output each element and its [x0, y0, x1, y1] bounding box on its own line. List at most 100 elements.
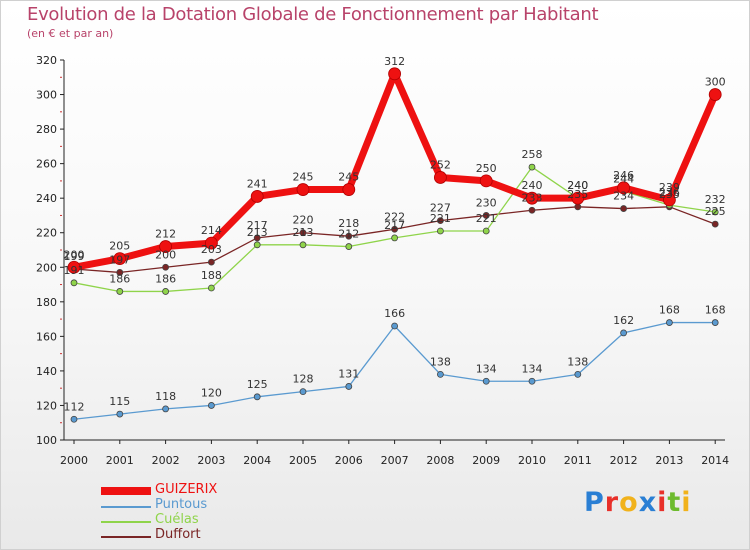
x-tick-label: 2010 — [518, 454, 546, 467]
x-tick-label: 2002 — [152, 454, 180, 467]
data-point — [299, 388, 307, 396]
proxiti-logo: Proxiti — [584, 487, 692, 518]
chart-axes: 100 120 140 160 180 200 220 240 260 280 300 320 2000… — [36, 54, 729, 467]
data-label: 197 — [109, 253, 130, 266]
legend-label: Puntous — [155, 497, 208, 512]
legend-label: GUIZERIX — [155, 482, 218, 497]
data-label: 235 — [567, 188, 588, 201]
x-tick-label: 2013 — [655, 454, 683, 467]
data-label: 162 — [613, 314, 634, 327]
data-label: 112 — [64, 400, 85, 413]
data-point — [436, 370, 444, 378]
y-tick-label: 240 — [36, 192, 57, 205]
data-point — [345, 243, 353, 250]
y-tick-label: 120 — [36, 399, 57, 412]
data-label: 240 — [567, 179, 588, 192]
logo-letter: t — [667, 487, 682, 518]
data-label: 214 — [201, 224, 222, 237]
data-point — [482, 227, 490, 235]
data-label: 250 — [476, 162, 497, 175]
data-label: 227 — [430, 202, 451, 215]
data-point — [67, 260, 81, 274]
data-point — [253, 241, 261, 249]
y-tick-label: 140 — [36, 365, 57, 378]
data-label: 168 — [705, 304, 726, 317]
y-tick-label: 300 — [36, 89, 57, 102]
data-label: 245 — [338, 171, 359, 184]
data-point — [525, 191, 539, 205]
data-label: 131 — [338, 367, 359, 380]
logo-letter: i — [657, 487, 668, 518]
data-point — [663, 193, 676, 207]
data-label: 221 — [476, 212, 497, 225]
data-label: 236 — [659, 186, 680, 199]
data-point — [250, 190, 264, 203]
data-point — [433, 171, 447, 184]
data-labels-layer: 199 197 200 203 217 220 218 222 227 230 233 235 234 2… — [64, 55, 726, 413]
data-label: 225 — [705, 205, 726, 218]
data-label: 134 — [476, 362, 497, 375]
logo-letter: r — [604, 487, 620, 518]
data-label: 128 — [293, 373, 314, 386]
data-label: 115 — [109, 395, 130, 408]
data-label: 232 — [705, 193, 726, 206]
data-point — [70, 279, 78, 287]
x-tick-label: 2004 — [243, 454, 271, 467]
data-label: 234 — [613, 190, 634, 203]
x-tick-label: 2005 — [289, 454, 317, 467]
data-point — [296, 183, 310, 196]
x-tick-label: 2006 — [335, 454, 363, 467]
data-label: 244 — [613, 172, 634, 185]
data-point — [391, 322, 399, 330]
x-tick-label: 2008 — [426, 454, 454, 467]
data-label: 312 — [384, 55, 405, 68]
data-point — [299, 229, 307, 237]
data-label: 213 — [247, 226, 268, 239]
data-point — [116, 269, 124, 276]
y-tick-label: 260 — [36, 158, 57, 171]
data-label: 245 — [293, 171, 314, 184]
data-label: 230 — [476, 196, 497, 209]
data-point — [207, 258, 215, 266]
data-point — [620, 329, 627, 337]
data-label: 138 — [430, 355, 451, 368]
y-tick-label: 100 — [36, 434, 57, 447]
data-point — [299, 241, 307, 249]
y-tick-label: 160 — [36, 330, 57, 343]
data-point — [711, 208, 719, 216]
data-label: 138 — [567, 355, 588, 368]
x-tick-label: 2014 — [701, 454, 729, 467]
data-point — [113, 252, 127, 266]
data-label: 220 — [293, 214, 314, 227]
y-tick-label: 280 — [36, 123, 57, 136]
x-tick-label: 2007 — [381, 454, 409, 467]
logo-letter: o — [619, 487, 639, 518]
legend-label: Duffort — [155, 527, 201, 542]
data-point — [528, 163, 536, 171]
data-label: 233 — [522, 191, 543, 204]
data-label: 240 — [522, 179, 543, 192]
data-label: 222 — [384, 210, 405, 223]
logo-letter: i — [681, 487, 692, 518]
data-label: 166 — [384, 307, 405, 320]
x-tick-label: 2012 — [610, 454, 638, 467]
data-label: 241 — [247, 177, 268, 190]
data-label: 240 — [567, 179, 588, 192]
legend-swatch — [101, 506, 151, 508]
series-line-puntous — [73, 321, 716, 420]
data-label: 168 — [659, 304, 680, 317]
data-label: 134 — [522, 362, 543, 375]
data-point — [207, 284, 215, 292]
data-point — [253, 234, 261, 242]
data-label: 239 — [659, 181, 680, 194]
legend-swatch — [101, 536, 151, 538]
data-label: 246 — [613, 169, 634, 182]
data-label: 120 — [201, 386, 222, 399]
data-point — [159, 240, 173, 253]
data-point — [571, 191, 585, 205]
data-point — [617, 181, 630, 195]
data-point — [482, 212, 490, 219]
legend-swatch — [101, 487, 151, 495]
